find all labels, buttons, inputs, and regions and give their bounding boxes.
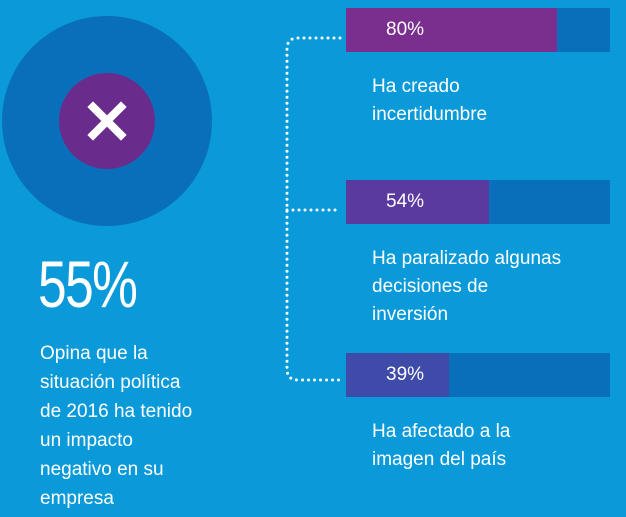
caption: Opina que la situación política de 2016 …	[40, 343, 193, 509]
category-label: Ha paralizado algunas decisiones de inve…	[372, 248, 562, 325]
bar-track: 54%	[346, 180, 610, 224]
value-label: 80%	[386, 19, 425, 40]
bar	[346, 8, 558, 52]
bar-track: 39%	[346, 353, 610, 397]
connector	[285, 36, 342, 382]
category-label: Ha creado incertidumbre	[372, 76, 488, 125]
stat: 55%	[38, 247, 138, 321]
value-label: 54%	[386, 191, 425, 212]
category-label: Ha afectado a la imagen del país	[372, 421, 511, 470]
value-label: 39%	[386, 364, 425, 385]
bar-track: 80%	[346, 8, 610, 52]
x-icon	[87, 101, 127, 141]
bar	[346, 180, 489, 224]
bar	[346, 353, 449, 397]
